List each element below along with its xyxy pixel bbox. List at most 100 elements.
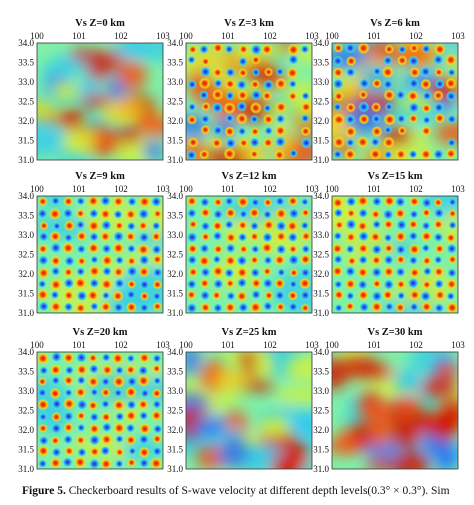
checker-anomaly — [288, 254, 300, 266]
y-tick-label: 31.5 — [167, 445, 183, 455]
checker-anomaly — [224, 254, 237, 267]
checker-anomaly — [139, 411, 149, 421]
checker-anomaly — [212, 255, 221, 264]
checker-anomaly — [64, 255, 75, 267]
checker-anomaly — [113, 388, 123, 398]
checker-anomaly — [301, 244, 311, 254]
checker-anomaly — [371, 78, 382, 89]
checker-anomaly — [213, 197, 223, 207]
x-tick-label: 101 — [72, 31, 86, 41]
checker-anomaly — [420, 78, 432, 90]
y-tick-label: 33.5 — [18, 211, 34, 221]
checker-anomaly — [212, 67, 223, 78]
checker-anomaly — [188, 44, 198, 55]
checker-anomaly — [263, 210, 272, 219]
checker-anomaly — [211, 102, 223, 114]
smeared-anomaly — [214, 370, 252, 388]
checker-anomaly — [288, 54, 299, 65]
checker-anomaly — [383, 55, 393, 66]
checker-anomaly — [287, 196, 299, 207]
checker-anomaly — [76, 267, 86, 276]
checker-anomaly — [87, 196, 100, 207]
checker-anomaly — [358, 255, 368, 265]
checker-anomaly — [88, 353, 98, 363]
checker-anomaly — [100, 278, 113, 291]
checker-anomaly — [102, 266, 112, 276]
y-tick-label: 31.0 — [313, 464, 329, 474]
checker-anomaly — [248, 207, 260, 219]
checker-anomaly — [201, 232, 211, 242]
checker-anomaly — [395, 148, 407, 160]
checker-anomaly — [224, 301, 236, 313]
heatmap-panel: Vs Z=12 km 100 101 102 103 34.0 33.5 33.0 32.5 32… — [167, 171, 319, 318]
checker-anomaly — [225, 113, 235, 123]
checker-anomaly — [63, 290, 75, 301]
smeared-anomaly — [393, 450, 430, 469]
y-tick-label: 31.0 — [18, 155, 34, 165]
checker-anomaly — [140, 291, 150, 301]
checker-anomaly — [49, 387, 61, 400]
checker-anomaly — [186, 149, 197, 160]
smeared-anomaly — [212, 53, 232, 72]
y-tick-label: 32.5 — [18, 406, 34, 416]
smeared-anomaly — [82, 49, 125, 71]
checker-anomaly — [344, 148, 357, 160]
checker-anomaly — [225, 243, 236, 254]
checker-anomaly — [198, 77, 211, 90]
y-tick-label: 31.5 — [313, 136, 329, 146]
checker-anomaly — [63, 302, 74, 312]
checker-anomaly — [369, 148, 382, 160]
checker-anomaly — [152, 221, 161, 231]
checker-anomaly — [87, 376, 99, 388]
checker-anomaly — [153, 209, 163, 219]
checker-anomaly — [51, 398, 63, 410]
checker-anomaly — [152, 267, 163, 278]
checker-anomaly — [334, 280, 343, 289]
smeared-anomaly — [394, 367, 424, 394]
checker-anomaly — [63, 220, 75, 232]
checker-anomaly — [37, 288, 49, 301]
checker-anomaly — [50, 436, 60, 446]
checker-anomaly — [251, 245, 260, 254]
checker-anomaly — [346, 208, 356, 218]
checker-anomaly — [276, 244, 287, 255]
checker-anomaly — [236, 255, 248, 266]
checker-anomaly — [288, 302, 299, 312]
checker-anomaly — [250, 277, 262, 289]
checker-anomaly — [52, 222, 62, 231]
panel-title: Vs Z=25 km — [222, 327, 277, 338]
checker-anomaly — [112, 196, 124, 208]
checker-anomaly — [153, 376, 162, 385]
checker-anomaly — [383, 279, 395, 290]
checker-anomaly — [139, 458, 150, 468]
y-tick-label: 33.0 — [167, 77, 183, 87]
x-tick-label: 102 — [114, 340, 128, 350]
checker-anomaly — [301, 91, 310, 100]
checker-anomaly — [89, 278, 100, 289]
checker-anomaly — [51, 266, 61, 276]
checker-anomaly — [89, 208, 99, 219]
checker-anomaly — [127, 197, 137, 207]
panel-frame — [331, 42, 459, 161]
x-tick-label: 102 — [409, 31, 423, 41]
checker-anomaly — [236, 196, 249, 209]
checker-anomaly — [152, 399, 162, 409]
checker-anomaly — [333, 43, 344, 53]
checker-anomaly — [49, 230, 61, 243]
checker-anomaly — [126, 266, 138, 277]
checker-anomaly — [434, 303, 445, 313]
checker-anomaly — [275, 231, 287, 242]
checker-anomaly — [138, 365, 149, 376]
checker-anomaly — [332, 113, 346, 126]
checker-anomaly — [250, 127, 260, 137]
checker-anomaly — [127, 279, 137, 289]
checker-anomaly — [250, 221, 259, 231]
checker-anomaly — [397, 126, 407, 136]
checker-anomaly — [250, 89, 262, 101]
x-tick-label: 101 — [221, 31, 235, 41]
checker-anomaly — [370, 209, 381, 220]
checker-anomaly — [75, 386, 87, 398]
y-tick-label: 33.5 — [313, 58, 329, 68]
checker-anomaly — [251, 198, 260, 207]
checker-anomaly — [262, 90, 272, 101]
